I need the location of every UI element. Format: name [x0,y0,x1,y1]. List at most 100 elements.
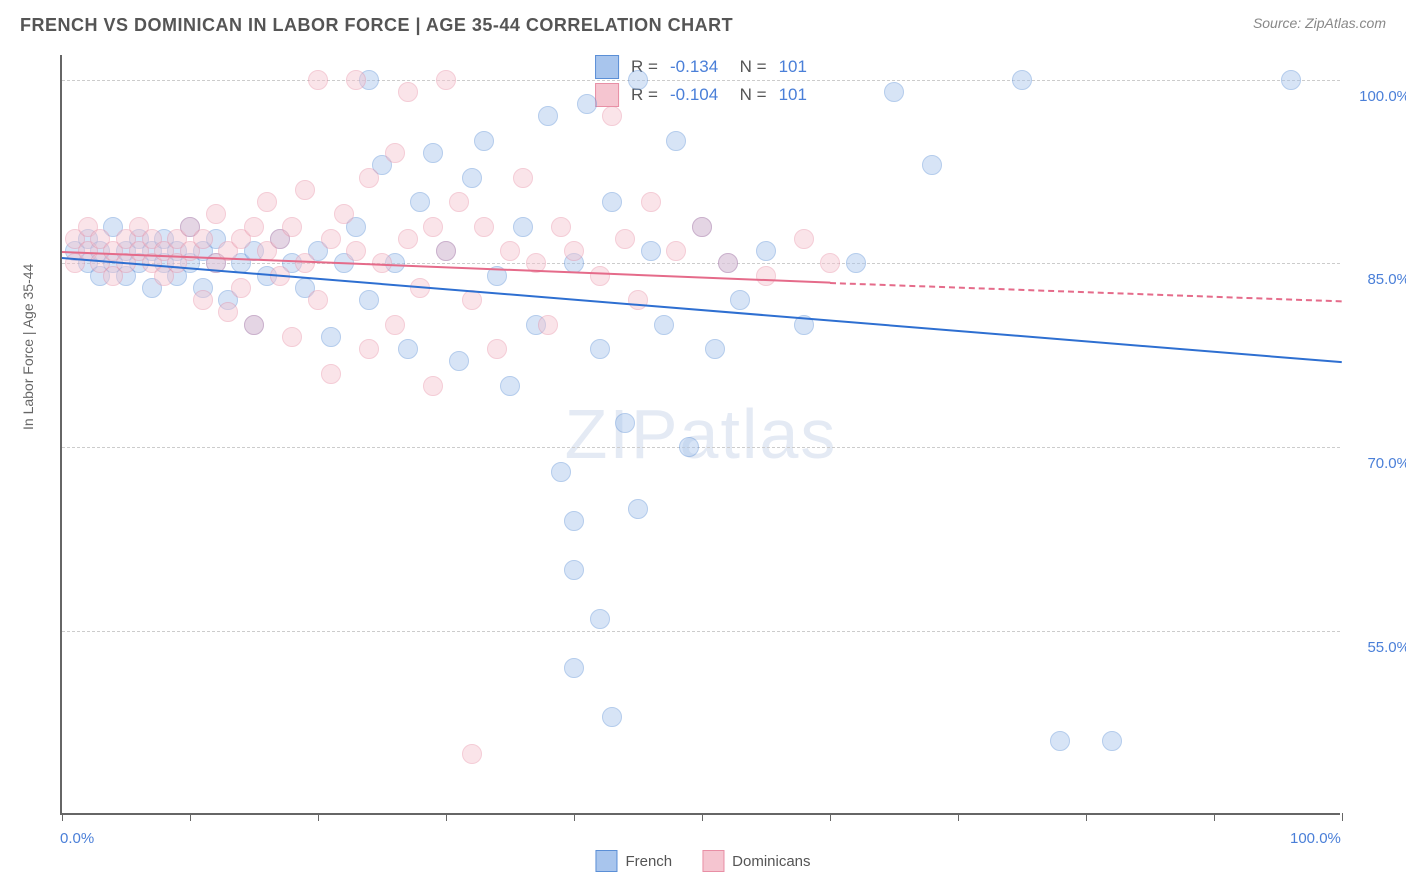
data-point [551,462,571,482]
data-point [218,302,238,322]
x-tick [446,813,447,821]
data-point [641,241,661,261]
data-point [436,241,456,261]
data-point [282,327,302,347]
data-point [295,180,315,200]
data-point [628,70,648,90]
data-point [1281,70,1301,90]
data-point [1050,731,1070,751]
legend-item: French [595,850,672,872]
legend-item: Dominicans [702,850,810,872]
x-tick-label: 100.0% [1290,830,1341,847]
legend-stat-row: R = -0.104 N = 101 [595,83,807,107]
series-legend: French Dominicans [595,850,810,872]
data-point [334,204,354,224]
data-point [410,192,430,212]
data-point [513,168,533,188]
legend-n-label: N = [730,85,766,105]
data-point [846,253,866,273]
legend-swatch [702,850,724,872]
data-point [398,82,418,102]
data-point [193,229,213,249]
gridline-h [62,80,1340,81]
legend-n-label: N = [730,57,766,77]
data-point [564,511,584,531]
data-point [462,290,482,310]
data-point [462,744,482,764]
header: FRENCH VS DOMINICAN IN LABOR FORCE | AGE… [20,15,1386,45]
data-point [449,192,469,212]
data-point [692,217,712,237]
legend-stat-row: R = -0.134 N = 101 [595,55,807,79]
data-point [756,241,776,261]
data-point [666,131,686,151]
data-point [423,217,443,237]
data-point [679,437,699,457]
data-point [794,229,814,249]
data-point [1102,731,1122,751]
data-point [359,339,379,359]
data-point [590,339,610,359]
data-point [538,106,558,126]
x-tick [318,813,319,821]
data-point [602,192,622,212]
data-point [231,278,251,298]
gridline-h [62,263,1340,264]
data-point [628,499,648,519]
data-point [922,155,942,175]
data-point [257,192,277,212]
x-tick [830,813,831,821]
x-tick [190,813,191,821]
x-tick [1214,813,1215,821]
x-tick [702,813,703,821]
data-point [308,290,328,310]
data-point [615,229,635,249]
data-point [282,217,302,237]
data-point [346,241,366,261]
data-point [398,339,418,359]
y-tick-label: 100.0% [1359,88,1406,105]
chart-title: FRENCH VS DOMINICAN IN LABOR FORCE | AGE… [20,15,733,35]
data-point [436,70,456,90]
data-point [641,192,661,212]
trend-line [62,257,1342,363]
data-point [513,217,533,237]
data-point [321,327,341,347]
source-label: Source: ZipAtlas.com [1253,15,1386,31]
data-point [487,339,507,359]
data-point [474,217,494,237]
chart-container: FRENCH VS DOMINICAN IN LABOR FORCE | AGE… [0,0,1406,892]
legend-swatch [595,83,619,107]
data-point [359,290,379,310]
data-point [359,168,379,188]
legend-label: Dominicans [732,853,810,870]
data-point [385,143,405,163]
legend-r-value: -0.104 [670,85,718,105]
data-point [308,70,328,90]
data-point [462,168,482,188]
data-point [398,229,418,249]
y-tick-label: 55.0% [1367,639,1406,656]
data-point [756,266,776,286]
plot-area: ZIPatlas R = -0.134 N = 101 R = -0.104 N … [60,55,1340,815]
data-point [244,315,264,335]
data-point [321,229,341,249]
data-point [500,376,520,396]
data-point [244,217,264,237]
legend-n-value: 101 [779,85,807,105]
data-point [346,70,366,90]
watermark: ZIPatlas [565,394,838,474]
x-tick [1086,813,1087,821]
data-point [590,609,610,629]
data-point [884,82,904,102]
gridline-h [62,447,1340,448]
data-point [730,290,750,310]
data-point [628,290,648,310]
legend-r-value: -0.134 [670,57,718,77]
data-point [321,364,341,384]
data-point [654,315,674,335]
data-point [705,339,725,359]
data-point [666,241,686,261]
y-axis-label: In Labor Force | Age 35-44 [20,264,36,430]
data-point [193,290,213,310]
